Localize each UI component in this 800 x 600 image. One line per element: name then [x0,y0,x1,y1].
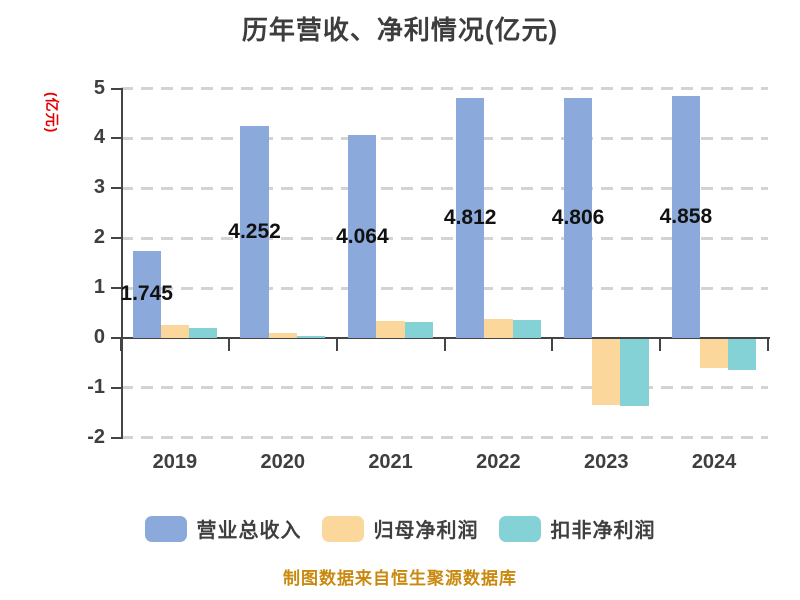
legend-swatch-non-gaap-net-profit [498,515,541,542]
bar-net-profit-attributable-2024 [699,339,729,369]
bar-value-label: 4.806 [551,206,605,230]
y-tick-mark [111,87,121,90]
y-tick-label: 0 [93,326,105,348]
x-axis-label-2020: 2020 [260,451,305,473]
gridline [121,136,768,140]
x-axis-label-2022: 2022 [476,451,521,473]
legend-item-net-profit-attributable[interactable]: 归母净利润 [321,514,479,543]
source-note: 制图数据来自恒生聚源数据库 [283,569,517,588]
gridline [121,436,768,440]
y-tick-mark [111,287,121,290]
legend-label-total-revenue: 营业总收入 [196,520,302,542]
bar-non-gaap-net-profit-2019 [189,328,218,338]
y-tick-mark [111,386,121,389]
legend-item-non-gaap-net-profit[interactable]: 扣非净利润 [498,514,656,543]
gridline [121,87,768,90]
y-tick-mark [111,436,121,439]
bar-value-label: 4.252 [228,219,281,243]
bar-net-profit-attributable-2021 [376,321,405,338]
legend-label-net-profit-attributable: 归母净利润 [373,520,479,542]
gridline [121,386,768,390]
y-tick-label: 2 [93,226,105,249]
legend-label-non-gaap-net-profit: 扣非净利润 [550,520,656,542]
bar-net-profit-attributable-2023 [592,339,621,406]
legend-swatch-net-profit-attributable [321,515,364,542]
bar-net-profit-attributable-2019 [160,325,189,338]
x-axis-label-2019: 2019 [152,451,198,473]
legend: 营业总收入 归母净利润 扣非净利润 [0,514,800,543]
bar-non-gaap-net-profit-2023 [620,339,649,407]
bar-value-label: 4.858 [659,204,713,228]
bar-total-revenue-2020 [240,125,269,338]
x-axis-label-2021: 2021 [368,451,413,473]
bar-value-label: 4.064 [336,224,389,248]
bar-total-revenue-2023 [563,98,593,338]
y-axis-line [121,87,123,439]
bar-total-revenue-2021 [348,135,377,338]
x-tick-mark [659,338,662,351]
y-tick-label: 4 [93,126,105,149]
x-tick-mark [335,338,338,351]
y-tick-label: 3 [93,176,105,199]
y-tick-mark [111,137,121,140]
y-tick-label: 1 [93,276,105,299]
bar-value-label: 4.812 [443,205,497,229]
chart-title: 历年营收、净利情况(亿元) [241,15,559,45]
bar-total-revenue-2019 [132,250,161,338]
bar-net-profit-attributable-2020 [268,333,297,338]
y-tick-mark [111,237,121,240]
bar-non-gaap-net-profit-2021 [404,321,433,338]
bar-non-gaap-net-profit-2022 [512,319,541,338]
x-tick-mark [551,338,554,351]
y-tick-label: 5 [93,76,105,99]
x-tick-mark [443,338,446,351]
bar-total-revenue-2022 [456,97,485,338]
bar-value-label: 1.745 [120,282,173,306]
bar-non-gaap-net-profit-2024 [728,339,757,371]
bar-non-gaap-net-profit-2020 [296,335,326,338]
legend-swatch-total-revenue [144,515,187,542]
gridline [121,286,768,290]
y-tick-label: -2 [87,425,105,448]
gridline [121,236,768,240]
x-tick-mark [227,338,230,351]
y-tick-mark [111,337,121,339]
x-axis-label-2023: 2023 [583,451,629,473]
bar-total-revenue-2024 [671,95,700,338]
x-tick-mark [120,338,122,351]
x-axis-label-2024: 2024 [691,451,737,473]
y-tick-mark [111,187,121,190]
y-tick-label: -1 [87,375,105,398]
x-axis-line [121,337,770,339]
x-tick-mark [767,338,769,351]
legend-item-total-revenue[interactable]: 营业总收入 [144,514,302,543]
bar-net-profit-attributable-2022 [484,318,513,338]
gridline [121,186,768,190]
